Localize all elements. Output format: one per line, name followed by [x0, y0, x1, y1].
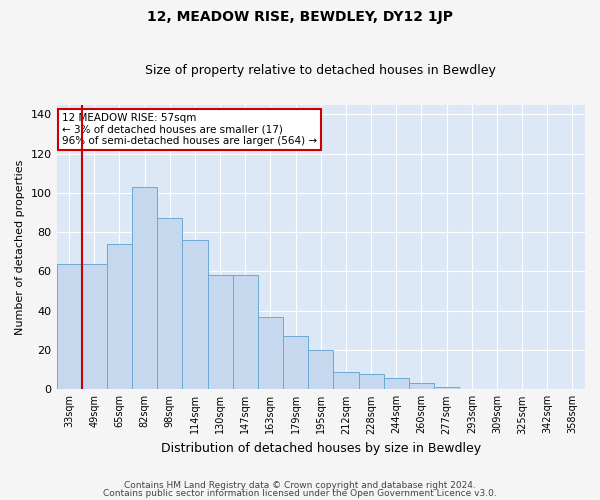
Bar: [283, 336, 308, 390]
Bar: [82, 264, 107, 390]
Bar: [434, 388, 459, 390]
Bar: [157, 218, 182, 390]
Text: 12, MEADOW RISE, BEWDLEY, DY12 1JP: 12, MEADOW RISE, BEWDLEY, DY12 1JP: [147, 10, 453, 24]
Bar: [258, 316, 283, 390]
Bar: [132, 187, 157, 390]
Bar: [233, 276, 258, 390]
Text: Contains HM Land Registry data © Crown copyright and database right 2024.: Contains HM Land Registry data © Crown c…: [124, 481, 476, 490]
Y-axis label: Number of detached properties: Number of detached properties: [15, 159, 25, 334]
Title: Size of property relative to detached houses in Bewdley: Size of property relative to detached ho…: [145, 64, 496, 77]
Bar: [308, 350, 334, 390]
Bar: [182, 240, 208, 390]
X-axis label: Distribution of detached houses by size in Bewdley: Distribution of detached houses by size …: [161, 442, 481, 455]
Bar: [107, 244, 132, 390]
Bar: [359, 374, 383, 390]
Bar: [383, 378, 409, 390]
Text: 12 MEADOW RISE: 57sqm
← 3% of detached houses are smaller (17)
96% of semi-detac: 12 MEADOW RISE: 57sqm ← 3% of detached h…: [62, 113, 317, 146]
Bar: [409, 384, 434, 390]
Text: Contains public sector information licensed under the Open Government Licence v3: Contains public sector information licen…: [103, 488, 497, 498]
Bar: [334, 372, 359, 390]
Bar: [56, 264, 82, 390]
Bar: [208, 276, 233, 390]
